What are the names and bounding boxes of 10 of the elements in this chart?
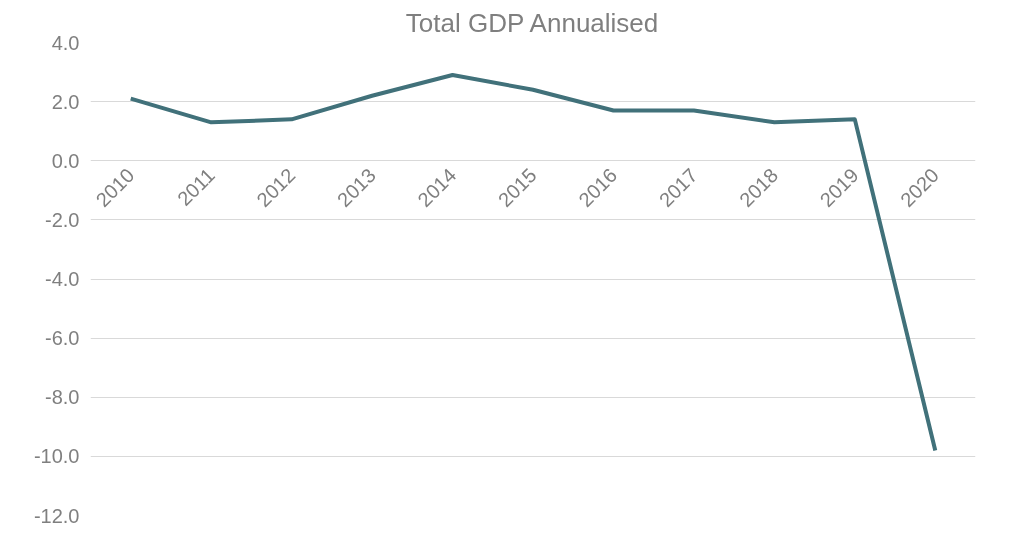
y-tick-label: -8.0 — [45, 386, 80, 409]
chart-title: Total GDP Annualised — [405, 7, 659, 38]
y-tick-label: -4.0 — [45, 268, 80, 290]
y-tick-label: -2.0 — [45, 208, 80, 231]
y-tick-label: -10.0 — [33, 445, 80, 468]
y-tick-label: 0.0 — [51, 149, 80, 172]
y-tick-label: -6.0 — [45, 327, 80, 350]
y-tick-label: 2.0 — [51, 90, 80, 113]
y-tick-label: -12.0 — [33, 504, 80, 527]
y-tick-label: 4.0 — [51, 31, 80, 54]
